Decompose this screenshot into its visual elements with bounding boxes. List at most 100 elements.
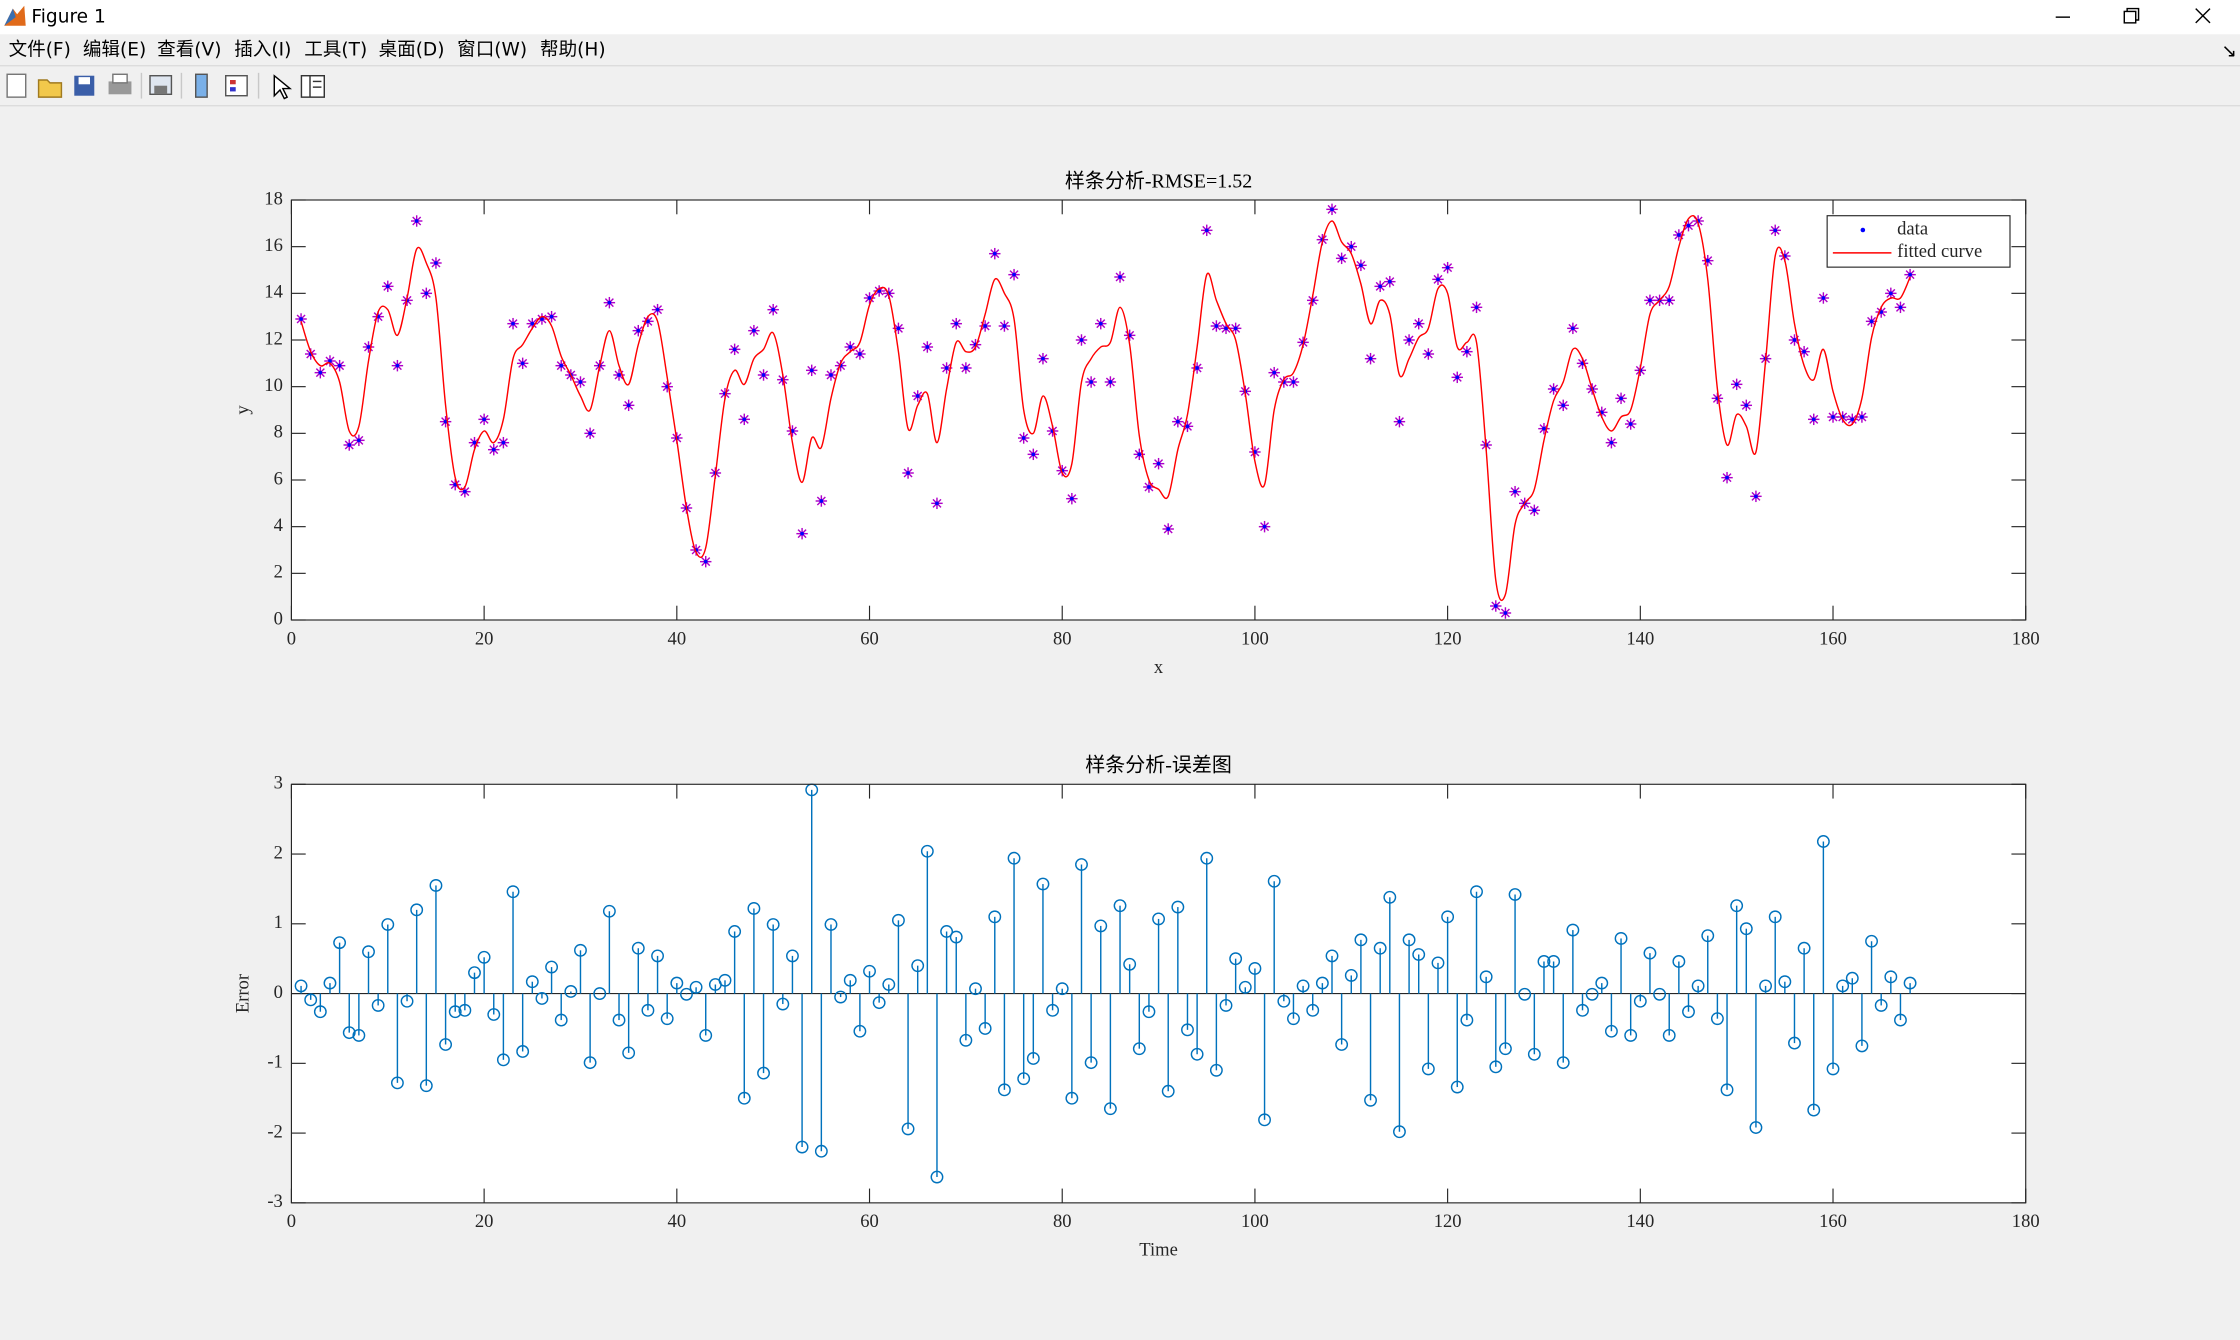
dot	[434, 261, 438, 265]
pointer-button[interactable]	[273, 74, 293, 100]
data-point	[1865, 315, 1878, 328]
menu-item[interactable]: 窗口(W)	[457, 40, 527, 61]
stem-marker	[1556, 1056, 1570, 1070]
data-point	[1152, 457, 1165, 470]
stem-marker	[969, 982, 982, 996]
stem-marker	[1084, 1056, 1098, 1070]
save-button[interactable]	[74, 75, 95, 96]
menu-item[interactable]: 工具(T)	[304, 40, 367, 61]
stem-marker	[1710, 1012, 1724, 1026]
stem-marker	[747, 902, 761, 915]
legend-button[interactable]	[225, 75, 248, 97]
x-tick-label: 180	[2012, 628, 2040, 649]
dot	[578, 380, 583, 384]
stem-marker	[1720, 1083, 1734, 1097]
menu-item[interactable]: 文件(F)	[9, 40, 71, 61]
stem-marker	[419, 1079, 433, 1093]
data-point	[1817, 292, 1830, 304]
stem-marker	[1749, 1121, 1763, 1134]
data-point	[1750, 490, 1762, 503]
x-axis-label: x	[1154, 657, 1164, 678]
menu-dock-arrow[interactable]: ↘	[2221, 41, 2237, 62]
data-point	[700, 555, 712, 568]
data-point	[1220, 322, 1232, 335]
dot	[1445, 265, 1450, 270]
stem-marker	[400, 994, 414, 1008]
menu-item[interactable]: 编辑(E)	[83, 40, 146, 61]
new-figure-button[interactable]	[6, 73, 27, 98]
data-point	[353, 434, 365, 447]
dot	[1012, 272, 1016, 277]
stem-marker	[1393, 1125, 1406, 1139]
stem-marker	[1344, 969, 1358, 982]
link-button[interactable]	[149, 75, 173, 95]
data-point	[584, 427, 596, 440]
data-point	[391, 359, 404, 372]
data-point	[1345, 240, 1357, 253]
dot	[347, 443, 352, 447]
menu-item[interactable]: 插入(I)	[234, 40, 291, 61]
stem-marker	[1614, 932, 1628, 945]
data-point	[1432, 273, 1444, 286]
toolbar	[6, 72, 326, 100]
data-point	[1856, 411, 1868, 423]
menu-item[interactable]: 查看(V)	[157, 40, 221, 61]
menu-item[interactable]: 桌面(D)	[379, 40, 445, 61]
stem-marker	[1797, 941, 1811, 955]
y-tick-label: 16	[264, 235, 283, 256]
dot	[299, 317, 303, 321]
stem-marker	[1238, 980, 1252, 994]
x-tick-label: 40	[668, 1211, 687, 1232]
stem-marker	[381, 918, 395, 931]
open-button[interactable]	[37, 79, 63, 98]
dot	[463, 489, 467, 494]
stem-marker	[1633, 994, 1647, 1008]
dot	[1098, 321, 1103, 326]
data-point	[1393, 415, 1406, 428]
print-button[interactable]	[108, 73, 132, 95]
data-point	[1422, 348, 1435, 360]
dot	[588, 431, 592, 436]
data-point	[1017, 432, 1030, 444]
stem-marker	[911, 959, 925, 973]
stem-marker	[1826, 1062, 1840, 1076]
data-point	[786, 425, 799, 437]
dot	[1648, 298, 1652, 303]
stem-marker	[978, 1022, 992, 1035]
stem-marker	[1499, 1042, 1512, 1056]
dot	[896, 326, 901, 331]
dot	[906, 471, 910, 475]
data-point	[806, 364, 818, 377]
colorbar-button[interactable]	[195, 73, 208, 98]
dot	[867, 296, 872, 300]
menu-item[interactable]: 帮助(H)	[540, 40, 606, 61]
property-editor-button[interactable]	[300, 75, 326, 98]
dot	[1513, 489, 1517, 494]
dot	[1291, 380, 1296, 384]
data-point	[1808, 413, 1820, 426]
stem-marker	[901, 1122, 915, 1136]
dot	[1860, 415, 1864, 419]
dot	[1204, 228, 1209, 233]
data-point	[468, 436, 481, 449]
dot	[1359, 263, 1363, 268]
stem-marker	[506, 885, 520, 899]
dot	[1821, 296, 1826, 300]
data-point	[1027, 448, 1040, 461]
y-tick-label: 4	[274, 515, 283, 536]
restore-button[interactable]	[2123, 7, 2140, 24]
stem-marker	[892, 913, 905, 927]
stem-marker	[1894, 1013, 1907, 1027]
data-point	[603, 296, 616, 309]
stem-marker	[564, 985, 578, 998]
y-axis-label: Error	[233, 973, 254, 1013]
data-point	[1644, 294, 1656, 307]
close-button[interactable]	[2195, 8, 2211, 24]
data-point	[950, 317, 962, 330]
data-point	[854, 348, 866, 360]
stem-marker	[1123, 957, 1137, 971]
dot	[337, 363, 342, 368]
data-point	[1037, 352, 1049, 365]
y-tick-label: -3	[267, 1191, 282, 1212]
